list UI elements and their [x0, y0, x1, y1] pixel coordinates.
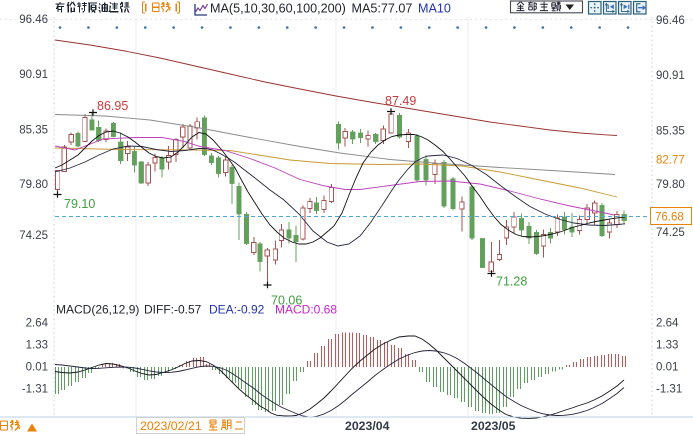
- svg-text:90.91: 90.91: [19, 69, 48, 81]
- svg-text:MA5:77.07: MA5:77.07: [352, 2, 413, 16]
- svg-text:2023/05: 2023/05: [471, 419, 516, 433]
- svg-text:-1.31: -1.31: [656, 384, 682, 396]
- svg-text:1.33: 1.33: [26, 340, 48, 352]
- svg-text:74.25: 74.25: [19, 230, 48, 242]
- svg-text:2.64: 2.64: [656, 318, 679, 330]
- svg-text:79.80: 79.80: [19, 179, 48, 191]
- svg-text:0.01: 0.01: [656, 362, 678, 374]
- svg-text:71.28: 71.28: [496, 275, 527, 289]
- svg-text:1.33: 1.33: [656, 340, 678, 352]
- svg-text:2023/04: 2023/04: [345, 419, 390, 433]
- svg-text:79.80: 79.80: [656, 179, 685, 191]
- svg-text:70.06: 70.06: [271, 294, 302, 308]
- svg-text:MACD(26,12,9): MACD(26,12,9): [56, 303, 139, 317]
- svg-text:85.35: 85.35: [19, 125, 48, 137]
- svg-text:82.77: 82.77: [656, 155, 685, 167]
- svg-text:MA10: MA10: [418, 2, 451, 16]
- svg-text:MACD:0.68: MACD:0.68: [275, 303, 337, 317]
- svg-text:90.91: 90.91: [656, 70, 685, 82]
- svg-text:79.10: 79.10: [64, 197, 95, 211]
- svg-text:DIFF:-0.57: DIFF:-0.57: [144, 303, 202, 317]
- svg-text:MA(5,10,30,60,100,200): MA(5,10,30,60,100,200): [210, 2, 346, 16]
- svg-text:2.64: 2.64: [26, 318, 49, 330]
- svg-text:DEA:-0.92: DEA:-0.92: [209, 303, 265, 317]
- svg-text:2023/02/21: 2023/02/21: [140, 419, 202, 433]
- svg-text:76.68: 76.68: [655, 212, 684, 224]
- svg-text:74.25: 74.25: [656, 227, 685, 239]
- svg-text:85.35: 85.35: [656, 126, 685, 138]
- svg-text:-1.31: -1.31: [22, 384, 48, 396]
- svg-text:86.95: 86.95: [97, 99, 128, 113]
- svg-text:0.01: 0.01: [26, 362, 48, 374]
- svg-text:96.46: 96.46: [19, 14, 48, 26]
- svg-text:96.46: 96.46: [656, 15, 685, 27]
- svg-text:87.49: 87.49: [385, 94, 416, 108]
